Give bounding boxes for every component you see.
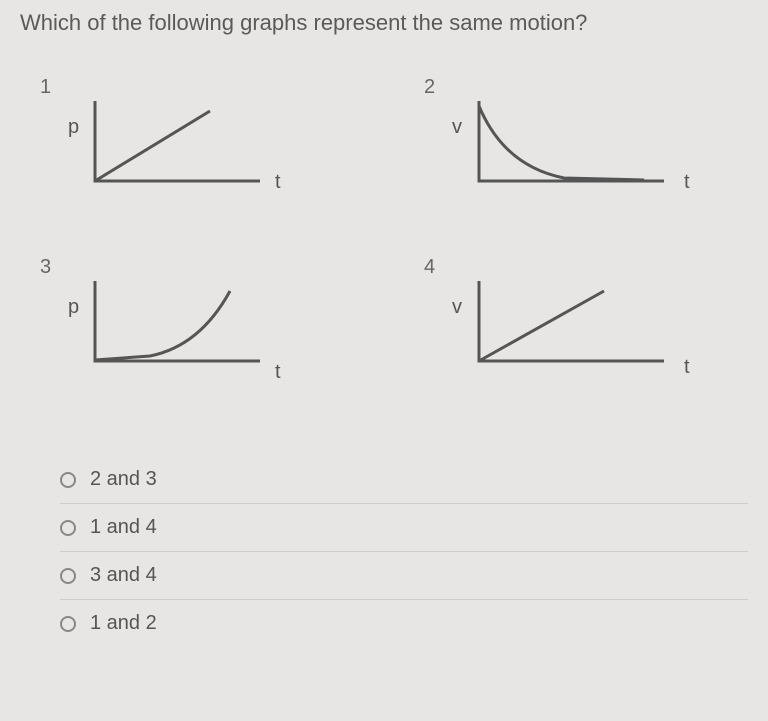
radio-icon	[60, 472, 76, 488]
graph-1-svg	[90, 96, 270, 196]
graph-1-x-label: t	[275, 171, 281, 194]
graph-3: 3 p t	[40, 256, 344, 396]
graph-3-x-label: t	[275, 361, 281, 384]
graph-1-number: 1	[40, 76, 51, 99]
radio-icon	[60, 568, 76, 584]
graph-3-number: 3	[40, 256, 51, 279]
option-2[interactable]: 3 and 4	[60, 552, 748, 600]
option-1-label: 1 and 4	[90, 516, 157, 539]
graph-2-svg	[474, 96, 674, 196]
graph-4: 4 v t	[424, 256, 728, 396]
option-1[interactable]: 1 and 4	[60, 504, 748, 552]
option-3[interactable]: 1 and 2	[60, 600, 748, 647]
radio-icon	[60, 616, 76, 632]
graph-1-y-label: p	[68, 116, 79, 139]
graph-4-y-label: v	[452, 296, 462, 319]
options-list: 2 and 3 1 and 4 3 and 4 1 and 2	[20, 456, 748, 647]
option-3-label: 1 and 2	[90, 612, 157, 635]
graphs-grid: 1 p t 2 v t 3 p t 4 v t	[20, 76, 748, 396]
graph-2-y-label: v	[452, 116, 462, 139]
graph-3-svg	[90, 276, 270, 376]
graph-4-svg	[474, 276, 674, 376]
option-2-label: 3 and 4	[90, 564, 157, 587]
radio-icon	[60, 520, 76, 536]
graph-1: 1 p t	[40, 76, 344, 216]
graph-4-x-label: t	[684, 356, 690, 379]
question-text: Which of the following graphs represent …	[20, 10, 748, 36]
option-0[interactable]: 2 and 3	[60, 456, 748, 504]
graph-4-number: 4	[424, 256, 435, 279]
graph-2-number: 2	[424, 76, 435, 99]
option-0-label: 2 and 3	[90, 468, 157, 491]
graph-3-y-label: p	[68, 296, 79, 319]
graph-2-x-label: t	[684, 171, 690, 194]
graph-2: 2 v t	[424, 76, 728, 216]
